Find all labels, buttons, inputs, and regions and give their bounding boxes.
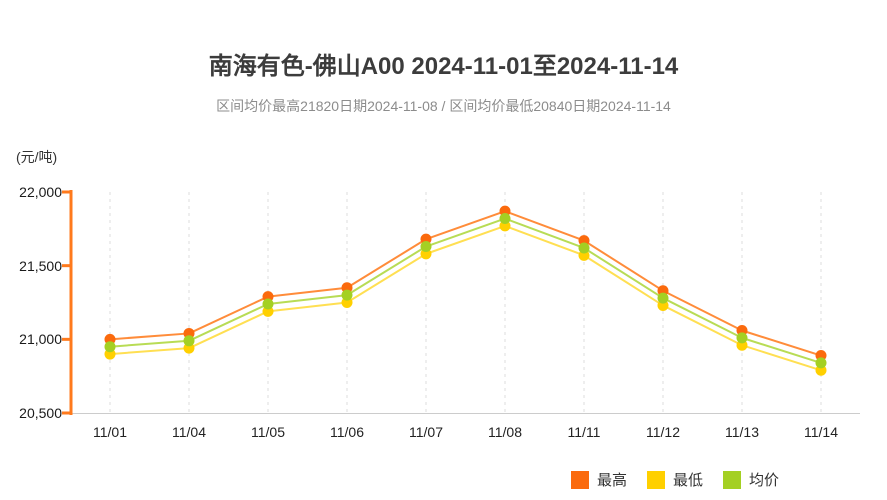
legend-label-avg: 均价 [749,472,780,489]
data-point-avg[interactable] [499,213,511,225]
x-axis-tick-label: 11/04 [172,424,206,440]
data-point-avg[interactable] [262,298,274,310]
x-axis-tick-label: 11/11 [567,424,601,440]
legend-swatch-high [571,470,589,489]
chart-title: 南海有色-佛山A00 2024-11-01至2024-11-14 [208,53,679,80]
y-axis-tick-label: 21,000 [19,331,62,348]
legend-swatch-low [647,470,666,489]
data-point-avg[interactable] [736,332,748,344]
x-axis-tick-label: 11/12 [646,424,680,440]
data-point-avg[interactable] [578,242,590,254]
x-axis-tick-label: 11/06 [330,424,364,440]
legend-swatch-avg [723,470,742,489]
series-line-low [109,224,822,372]
legend-item-low[interactable]: 最低 [647,469,703,490]
x-axis-tick-label: 11/01 [93,424,127,440]
series-line-avg [109,217,822,364]
x-axis-tick-label: 11/13 [725,424,759,440]
legend-label-high: 最高 [597,472,628,489]
chart-subtitle: 区间均价最高21820日期2024-11-08 / 区间均价最低20840日期2… [216,98,671,114]
y-axis-unit-label: (元/吨) [16,149,58,165]
data-point-avg[interactable] [657,292,669,304]
y-axis-tick-label: 21,500 [19,257,62,274]
data-point-avg[interactable] [815,357,827,369]
x-axis-tick-label: 11/14 [804,424,838,440]
x-axis-tick-label: 11/07 [409,424,443,440]
x-axis-tick-label: 11/05 [251,424,285,440]
chart-legend: 最高 最低 均价 [571,469,779,490]
series-line-high [109,210,822,357]
y-axis-tick-label: 22,000 [19,184,62,200]
legend-item-avg[interactable]: 均价 [723,469,779,490]
data-point-avg[interactable] [104,341,116,353]
data-point-avg[interactable] [183,335,195,347]
legend-label-low: 最低 [673,472,704,489]
data-point-avg[interactable] [341,289,353,301]
data-point-avg[interactable] [420,241,432,253]
x-axis-tick-label: 11/08 [488,424,522,440]
legend-item-high[interactable]: 最高 [571,469,627,490]
y-axis-tick-label: 20,500 [19,405,62,421]
